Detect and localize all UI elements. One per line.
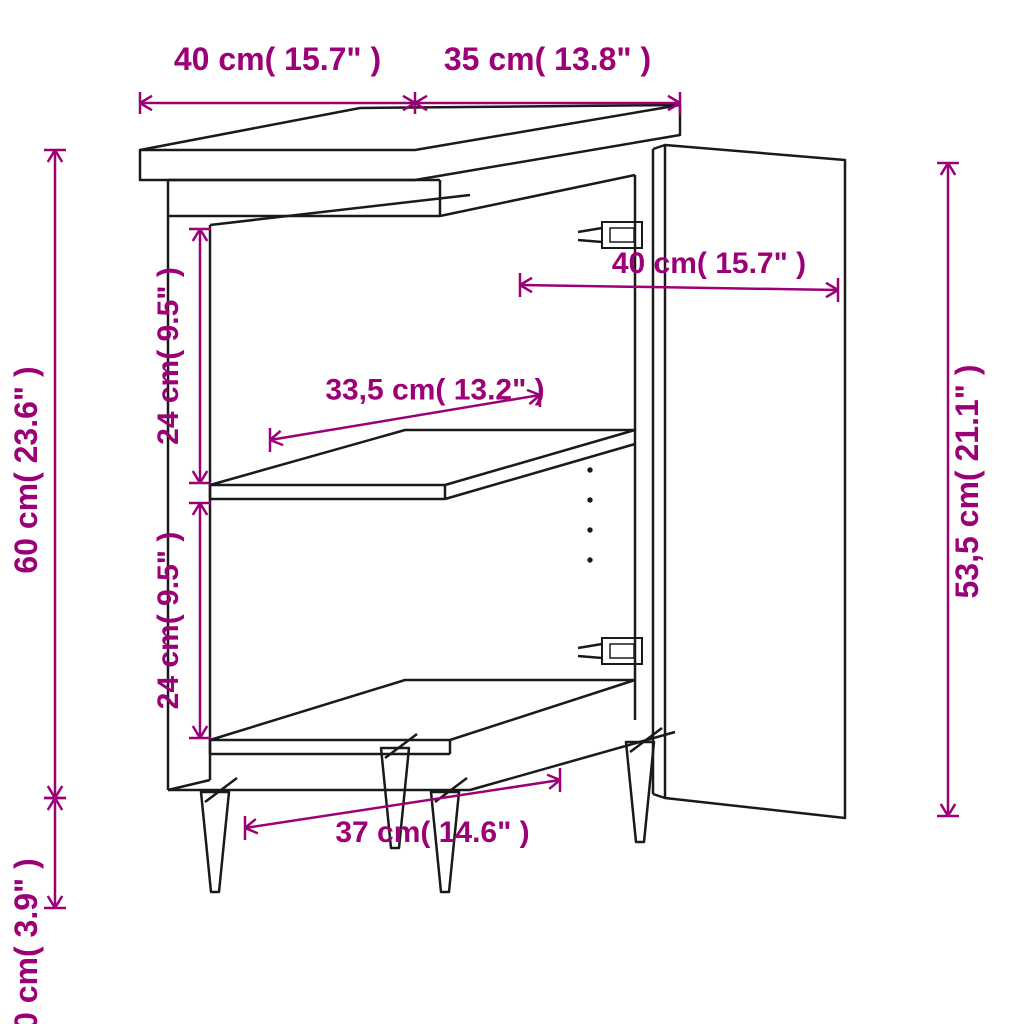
dim-comp1: 24 cm( 9.5" ) xyxy=(152,267,185,445)
dim-door-w: 40 cm( 15.7" ) xyxy=(612,247,806,280)
dim-bottom: 37 cm( 14.6" ) xyxy=(335,816,529,849)
dim-leg-10: 10 cm( 3.9" ) xyxy=(8,858,44,1024)
dim-left-60: 60 cm( 23.6" ) xyxy=(8,366,44,573)
dim-shelf: 33,5 cm( 13.2" ) xyxy=(325,374,544,407)
dim-top-40: 40 cm( 15.7" ) xyxy=(174,41,381,77)
dim-top-35: 35 cm( 13.8" ) xyxy=(444,41,651,77)
dim-door-h: 53,5 cm( 21.1" ) xyxy=(949,365,985,599)
dim-comp2: 24 cm( 9.5" ) xyxy=(152,532,185,710)
